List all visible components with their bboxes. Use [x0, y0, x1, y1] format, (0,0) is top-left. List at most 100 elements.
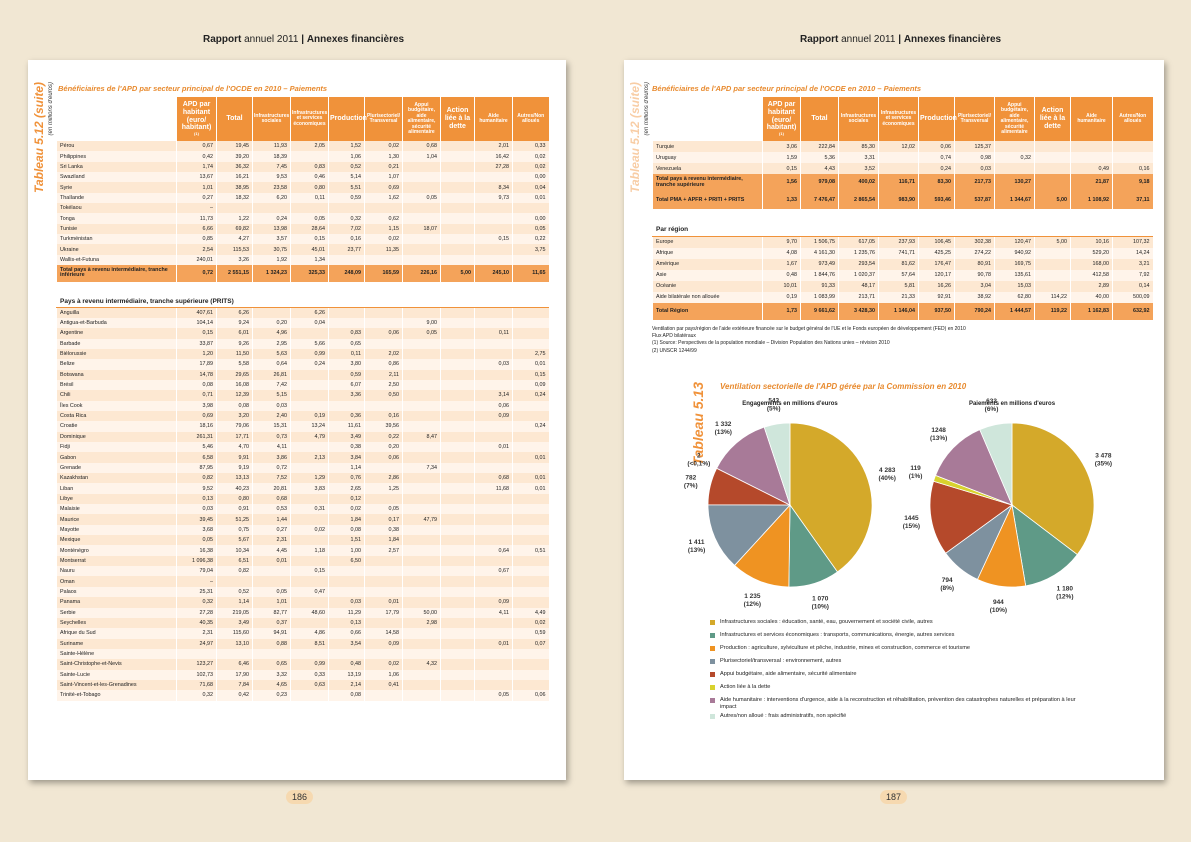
table-cell: 1,51 — [328, 535, 365, 546]
table-cell: 2,95 — [252, 338, 291, 349]
table-cell: 274,22 — [954, 247, 995, 259]
slice-percent-label: (13%) — [715, 429, 732, 436]
table-cell: 11,93 — [252, 141, 291, 152]
table-cell: 0,31 — [290, 504, 329, 515]
table-row: Thaïlande 0,27 18,32 6,20 0,11 0,59 1,62 0,05 9,… — [56, 192, 549, 204]
table-cell: 102,73 — [176, 669, 217, 680]
table-cell: 16,21 — [216, 172, 253, 183]
table-row: Asie 0,48 1 844,76 1 020,37 57,64 120,17 90,78… — [652, 269, 1153, 281]
legend-label: Autres/non alloué : frais administratifs… — [720, 713, 847, 719]
table-cell: 3,06 — [762, 141, 801, 152]
header-year: annuel 2011 — [841, 34, 896, 45]
table-cell: 0,36 — [328, 410, 365, 422]
column-label: Production — [920, 115, 957, 123]
table-row: Tonga 11,73 1,22 0,24 0,05 0,32 0,62 0,00 — [56, 213, 549, 224]
legend-label: Production : agriculture, sylviculture e… — [720, 645, 970, 651]
table-cell — [440, 192, 475, 204]
table-cell: 94,91 — [252, 628, 291, 639]
table-cell — [474, 493, 513, 505]
table-cell: 0,68 — [252, 493, 291, 505]
table-cell: 9,19 — [216, 462, 253, 474]
table-cell: 0,33 — [290, 669, 329, 680]
table-cell: 2,50 — [364, 379, 403, 391]
table-cell: 3,20 — [216, 410, 253, 422]
table-cell — [402, 535, 441, 546]
table-cell — [440, 586, 475, 598]
pie-slice — [979, 422, 1013, 506]
row-label: Thaïlande — [56, 192, 177, 204]
table-cell: 6,50 — [328, 555, 365, 567]
row-label: Liban — [56, 483, 177, 494]
row-label: Argentine — [56, 328, 177, 339]
table-cell: 18,39 — [252, 151, 291, 162]
table-cell: 0,59 — [328, 369, 365, 380]
table-cell: 0,62 — [364, 213, 403, 224]
table-cell: 0,11 — [328, 348, 365, 360]
table-cell: 3,49 — [328, 431, 365, 442]
table-cell: 0,88 — [252, 638, 291, 649]
table-cell: 6,26 — [216, 307, 253, 318]
table-cell: 2,86 — [364, 473, 403, 484]
row-label: Barbade — [56, 338, 177, 349]
column-label: Aide humanitaire — [479, 112, 508, 124]
table-cell — [290, 203, 329, 214]
notes: Ventilation par pays/région de l'aide ex… — [652, 326, 966, 355]
table-cell: 87,95 — [176, 462, 217, 474]
column-note: (1) — [194, 131, 199, 137]
row-label: Botswana — [56, 369, 177, 380]
table-cell: 0,17 — [364, 514, 403, 525]
table-cell — [402, 452, 441, 463]
table-cell: 983,90 — [878, 191, 919, 210]
table-cell: 1 083,99 — [800, 291, 839, 303]
table-cell: 2,11 — [364, 369, 403, 380]
table-cell: 0,73 — [252, 431, 291, 442]
row-label: Belize — [56, 359, 177, 370]
table-cell: 3,84 — [328, 452, 365, 463]
table-cell: 1 235,76 — [838, 247, 879, 259]
column-header: Aide humanitaire — [474, 97, 513, 141]
slice-percent-label: (10%) — [990, 607, 1007, 614]
table-cell — [440, 576, 475, 587]
table-cell: 5,36 — [800, 152, 839, 163]
table-cell: 13,19 — [328, 669, 365, 680]
slice-percent-label: (7%) — [684, 482, 698, 489]
header-cell — [56, 97, 177, 141]
table-row: Swaziland 13,67 16,21 9,53 0,46 5,14 1,07 0,00 — [56, 172, 549, 183]
table-cell: 245,10 — [474, 265, 513, 282]
legend-swatch — [710, 659, 715, 664]
table-cell — [512, 555, 549, 567]
table-cell: 0,64 — [252, 359, 291, 370]
table-cell — [1034, 247, 1071, 259]
table-cell: 1,67 — [762, 258, 801, 270]
table-cell: 176,47 — [918, 258, 955, 270]
table-cell: 39,45 — [176, 514, 217, 525]
table-cell: 1 344,67 — [994, 191, 1035, 210]
table-cell: 107,32 — [1112, 236, 1153, 248]
table-cell: 12,39 — [216, 390, 253, 401]
table-cell — [512, 317, 549, 329]
table-cell — [402, 690, 441, 701]
table-cell: 79,06 — [216, 421, 253, 432]
row-label: Océanie — [652, 280, 763, 292]
table-cell: 1,25 — [364, 483, 403, 494]
table-cell — [402, 679, 441, 691]
note: Flux APD bilatéraux — [652, 333, 696, 340]
table-cell: 4,32 — [402, 659, 441, 670]
table-cell: 0,15 — [512, 369, 549, 380]
legend-item: Action liée à la dette — [710, 684, 1080, 691]
table-cell — [440, 597, 475, 608]
table-cell: 0,08 — [328, 524, 365, 536]
table-cell — [402, 390, 441, 401]
table-cell — [474, 576, 513, 587]
table-row: Ukraine 2,54 115,53 30,75 45,01 23,77 11,35 3,7… — [56, 244, 549, 255]
table-cell: 0,63 — [290, 679, 329, 691]
table-cell: 2,14 — [328, 679, 365, 691]
table-cell: 0,24 — [512, 390, 549, 401]
table-cell: 13,13 — [216, 473, 253, 484]
table-cell: 7,42 — [252, 379, 291, 391]
table-cell: 50,00 — [402, 607, 441, 618]
table-cell: 6,46 — [216, 659, 253, 670]
table-cell: 13,98 — [252, 223, 291, 235]
table-cell: 5,00 — [1034, 191, 1071, 210]
